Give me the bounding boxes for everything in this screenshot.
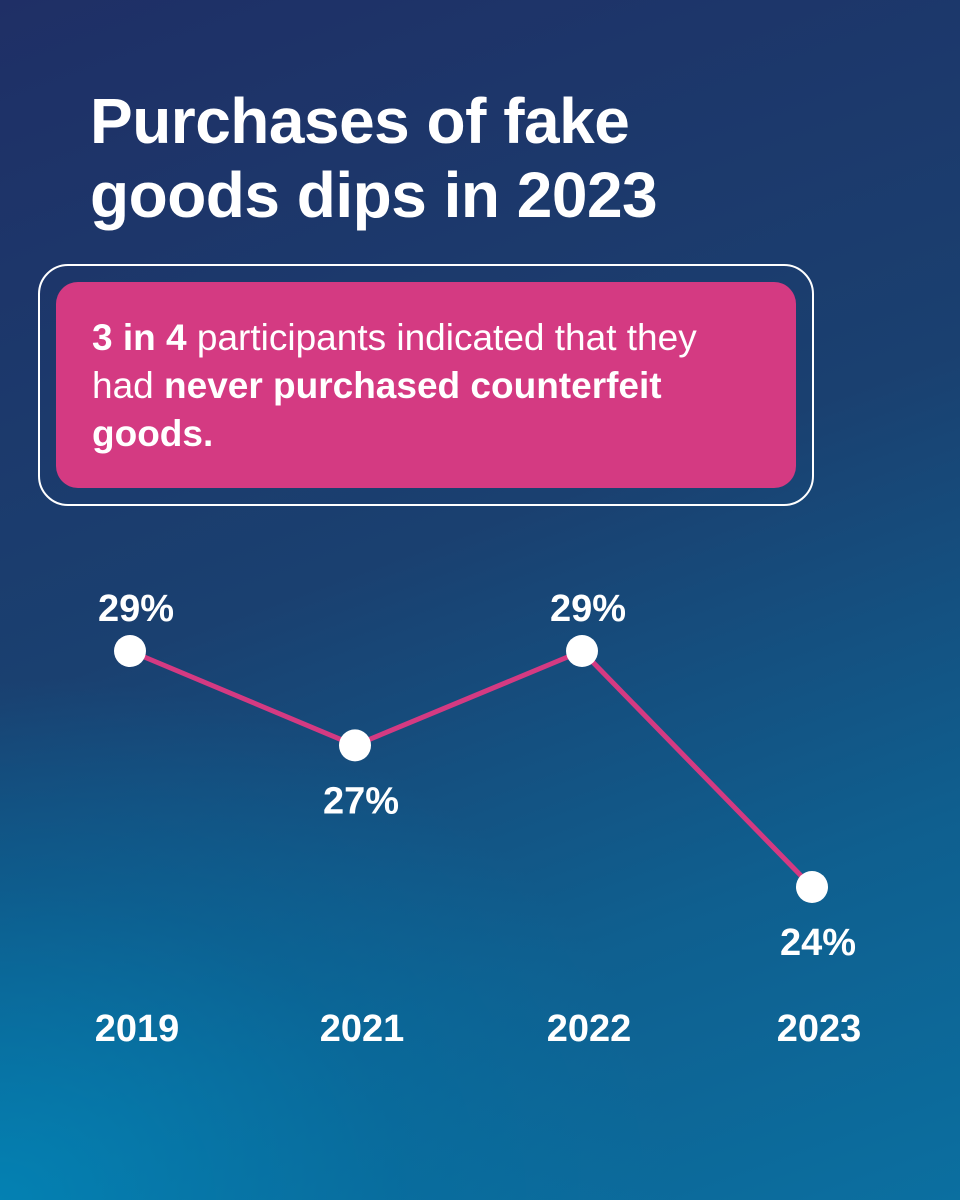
data-label-2019: 29% [98,588,174,630]
data-label-2021: 27% [323,780,399,822]
series-line [129,648,814,889]
callout-box: 3 in 4 participants indicated that they … [56,282,796,488]
data-label-2022: 29% [550,588,626,630]
callout-frame [38,264,814,506]
callout-highlight-phrase: never purchased counterfeit goods. [92,365,662,454]
x-tick-label-2023: 2023 [777,1008,862,1050]
data-label-2023: 24% [780,922,856,964]
callout-highlight-count: 3 in 4 [92,317,187,358]
x-tick-label-2019: 2019 [95,1008,180,1050]
data-point-2022 [566,635,598,667]
title-line-2: goods dips in 2023 [90,159,658,231]
data-point-2021 [339,729,371,762]
data-point-2023 [796,871,828,903]
x-tick-label-2022: 2022 [547,1008,632,1050]
callout-text: participants indicated that they had [92,317,697,406]
data-point-2019 [114,635,146,667]
x-tick-label-2021: 2021 [320,1008,405,1050]
title-line-1: Purchases of fake [90,85,630,157]
chart-title: Purchases of fake goods dips in 2023 [90,84,890,232]
